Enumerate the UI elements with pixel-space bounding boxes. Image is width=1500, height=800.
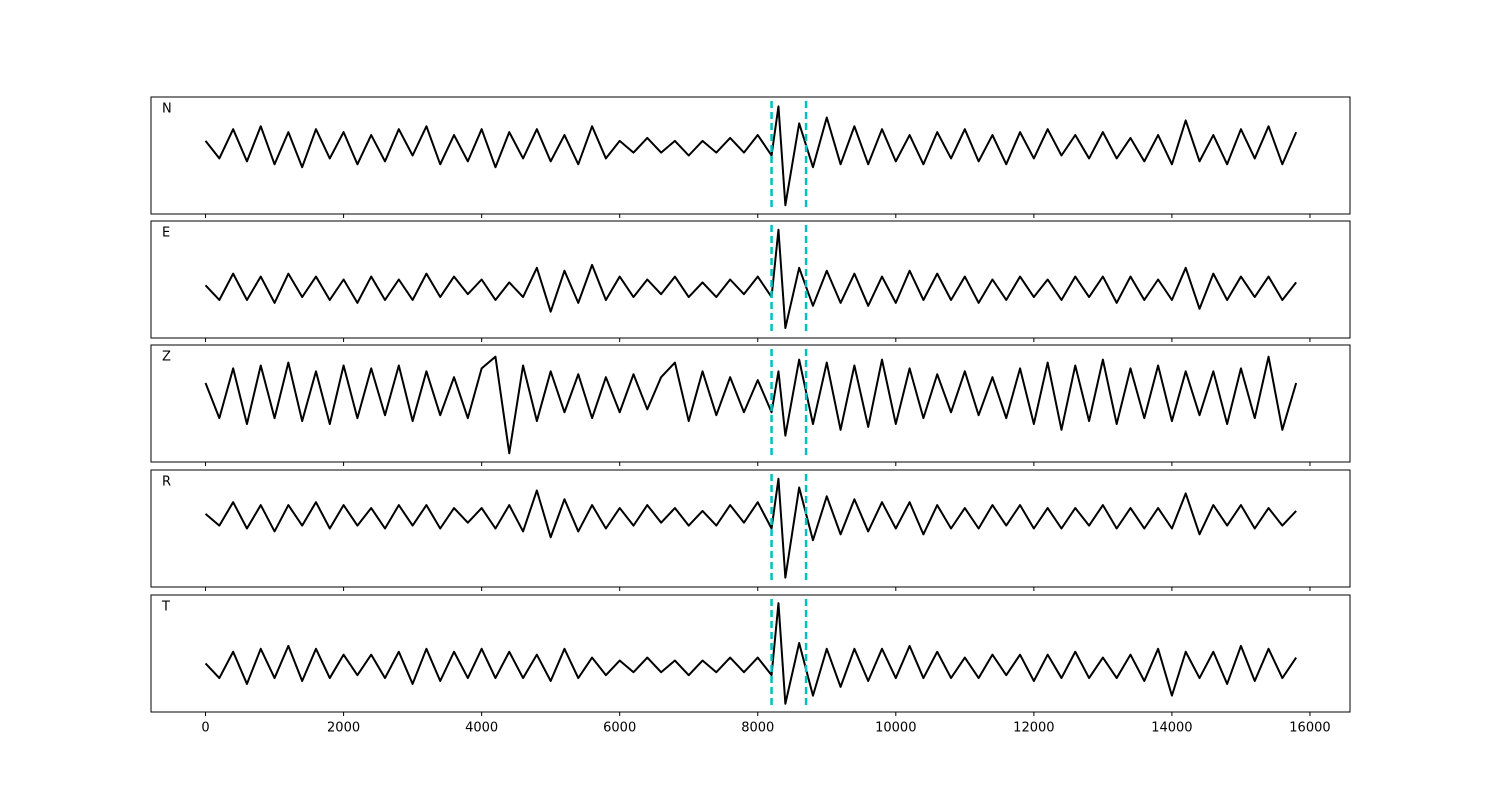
panel-label: N xyxy=(162,102,172,117)
x-tick-label: 12000 xyxy=(1013,721,1054,736)
waveform xyxy=(204,602,1297,705)
panel-label: R xyxy=(162,475,171,490)
panel-label: T xyxy=(161,600,170,615)
waveform xyxy=(204,105,1298,207)
panel-label: Z xyxy=(162,350,171,365)
axes-frame xyxy=(150,96,1351,215)
axes-frame xyxy=(150,220,1351,339)
x-tick-label: 14000 xyxy=(1151,721,1192,736)
x-tick-label: 2000 xyxy=(327,721,360,736)
axes-frame xyxy=(150,344,1351,463)
axes-frame xyxy=(150,469,1351,588)
x-tick-label: 16000 xyxy=(1289,721,1330,736)
waveform xyxy=(204,355,1298,455)
x-tick-label: 10000 xyxy=(875,721,916,736)
axes-frame xyxy=(150,594,1351,713)
panel-label: E xyxy=(162,226,170,241)
x-tick-label: 8000 xyxy=(741,721,774,736)
x-tick-label: 4000 xyxy=(465,721,498,736)
x-tick-label: 0 xyxy=(201,721,209,736)
waveform xyxy=(204,477,1297,579)
waveform xyxy=(204,228,1297,330)
x-tick-label: 6000 xyxy=(603,721,636,736)
